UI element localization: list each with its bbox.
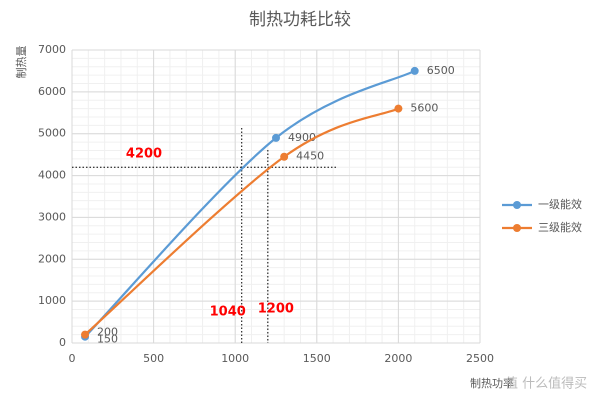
data-label: 4450 <box>296 150 324 163</box>
x-tick-label: 2000 <box>384 352 412 365</box>
series-line <box>84 107 399 336</box>
y-tick-label: 5000 <box>38 127 66 140</box>
watermark: 值 什么值得买 <box>505 376 587 392</box>
x-axis-label: 制热功率 <box>470 376 514 390</box>
data-point <box>272 133 280 142</box>
data-label: 4900 <box>288 131 316 144</box>
data-point <box>81 330 90 339</box>
y-axis-label: 制热量 <box>15 46 28 79</box>
x-tick-label: 1000 <box>221 352 249 365</box>
data-label: 6500 <box>427 64 455 77</box>
chart-title: 制热功耗比较 <box>249 10 351 30</box>
x-tick-label: 1500 <box>303 352 331 365</box>
reference-label: 1200 <box>258 302 294 317</box>
data-label: 150 <box>97 333 118 346</box>
data-label: 200 <box>97 326 118 339</box>
y-tick-label: 7000 <box>38 43 66 56</box>
reference-label: 4200 <box>126 147 162 162</box>
data-point <box>394 104 403 113</box>
data-point <box>410 66 419 75</box>
y-tick-label: 4000 <box>38 169 66 182</box>
y-tick-label: 3000 <box>38 210 66 223</box>
data-label: 5600 <box>410 102 438 115</box>
x-tick-label: 0 <box>69 352 76 365</box>
y-tick-label: 6000 <box>38 85 66 98</box>
data-point <box>280 152 289 161</box>
legend-marker <box>513 201 521 209</box>
legend-marker <box>513 224 521 232</box>
y-tick-label: 1000 <box>38 294 66 307</box>
x-tick-label: 500 <box>143 352 164 365</box>
y-tick-label: 0 <box>59 336 66 349</box>
reference-label: 1040 <box>210 305 246 320</box>
x-tick-label: 2500 <box>466 352 494 365</box>
y-tick-label: 2000 <box>38 252 66 265</box>
legend-label: 一级能效 <box>538 197 582 211</box>
series-line <box>84 69 416 338</box>
legend-label: 三级能效 <box>538 220 582 234</box>
